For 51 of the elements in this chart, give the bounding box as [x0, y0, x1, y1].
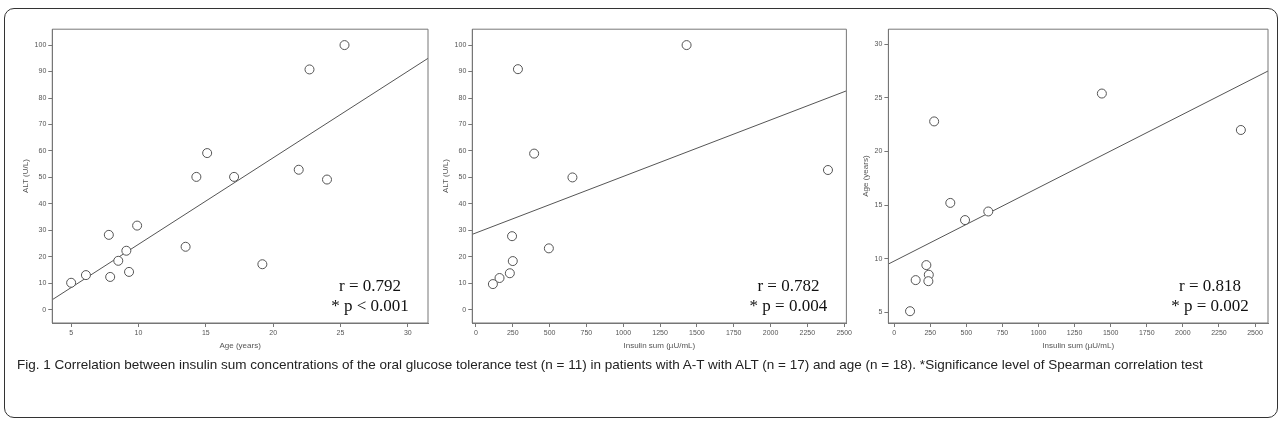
point	[322, 174, 332, 185]
y-axis-title: ALT (U/L)	[21, 158, 30, 194]
point	[132, 220, 143, 231]
point	[66, 277, 77, 288]
point	[910, 275, 921, 286]
annotation: r = 0.792	[339, 276, 401, 295]
point	[80, 270, 91, 281]
point	[960, 215, 971, 226]
point	[202, 148, 213, 159]
point	[945, 197, 956, 208]
y-axis-title: Age (years)	[861, 155, 870, 197]
x-axis-title: Age (years)	[219, 341, 262, 351]
point	[121, 245, 132, 256]
point	[921, 260, 932, 271]
point	[1096, 88, 1107, 99]
point	[1235, 124, 1246, 135]
point	[929, 116, 940, 127]
point	[105, 271, 116, 282]
annotation: * p < 0.001	[331, 296, 409, 315]
point	[905, 306, 916, 317]
x-axis-title: Insulin sum (µU/mL)	[1042, 341, 1115, 351]
point	[567, 172, 578, 183]
point	[507, 231, 518, 242]
point	[113, 255, 124, 266]
annotation: * p = 0.004	[749, 296, 828, 315]
point	[339, 40, 350, 51]
point	[103, 229, 114, 240]
point	[507, 256, 518, 267]
point	[504, 268, 515, 279]
caption: Fig. 1 Correlation between insulin sum concentrations of the oral glucose tolerance test (n = 11) in patients with A-T with ALT (n = 17) and age (n = 18). *Significance level of Spearman correlation test	[17, 356, 1204, 374]
point	[529, 148, 540, 159]
point	[191, 171, 202, 182]
point	[124, 266, 135, 277]
point	[543, 243, 554, 254]
point	[983, 206, 994, 217]
y-axis-title: ALT (U/L)	[441, 158, 450, 194]
point	[822, 165, 833, 176]
point	[180, 241, 191, 252]
point	[293, 164, 304, 175]
point	[229, 171, 240, 182]
point	[494, 273, 505, 283]
point	[257, 259, 268, 270]
annotation: r = 0.818	[1179, 276, 1241, 295]
annotation: * p = 0.002	[1171, 296, 1249, 315]
point	[681, 40, 692, 51]
point	[487, 279, 498, 290]
annotation: r = 0.782	[757, 276, 820, 295]
point	[923, 276, 934, 287]
point	[512, 64, 523, 75]
x-axis-title: Insulin sum (µU/mL)	[623, 341, 696, 351]
point	[304, 64, 315, 75]
